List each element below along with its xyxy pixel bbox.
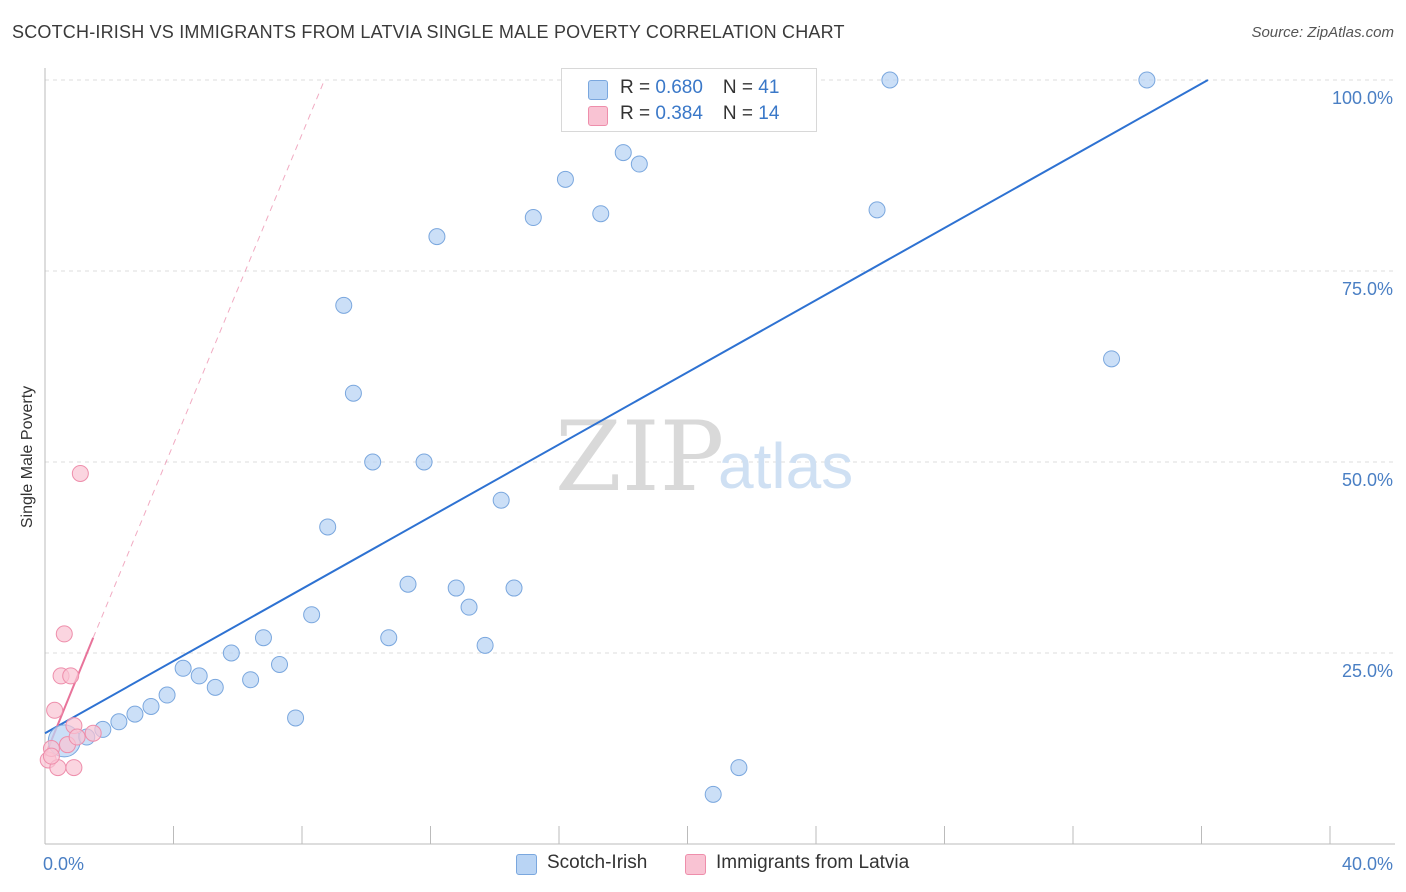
watermark-atlas: atlas: [718, 430, 853, 502]
data-point-scotch-irish: [592, 205, 610, 223]
x-tick-label: 40.0%: [1342, 854, 1393, 874]
data-point-scotch-irish: [158, 686, 176, 704]
data-point-scotch-irish: [364, 453, 382, 471]
axes: [44, 68, 1395, 845]
bottom-legend-label: Scotch-Irish: [547, 852, 648, 873]
data-point-scotch-irish: [254, 629, 272, 647]
data-point-scotch-irish: [447, 579, 465, 597]
data-point-scotch-irish: [1138, 71, 1156, 89]
legend-r-label: R =: [620, 77, 656, 98]
legend-n-value: 14: [758, 103, 780, 124]
data-point-latvia: [62, 667, 80, 685]
legend-r-value: 0.680: [655, 77, 703, 98]
y-tick-label: 50.0%: [1342, 470, 1393, 490]
data-point-scotch-irish: [222, 644, 240, 662]
y-tick-label: 25.0%: [1342, 661, 1393, 681]
data-point-scotch-irish: [428, 228, 446, 246]
gridlines: [45, 79, 1395, 654]
data-point-scotch-irish: [881, 71, 899, 89]
data-point-scotch-irish: [630, 155, 648, 173]
data-point-scotch-irish: [303, 606, 321, 624]
data-point-scotch-irish: [344, 384, 362, 402]
x-tick-label: 0.0%: [43, 854, 84, 874]
data-point-scotch-irish: [142, 697, 160, 715]
data-point-scotch-irish: [126, 705, 144, 723]
data-point-scotch-irish: [556, 170, 574, 188]
chart-title: SCOTCH-IRISH VS IMMIGRANTS FROM LATVIA S…: [12, 22, 845, 42]
data-point-scotch-irish: [415, 453, 433, 471]
y-tick-label: 75.0%: [1342, 279, 1393, 299]
bottom-legend-swatch-scotch-irish: [516, 854, 537, 875]
data-point-scotch-irish: [110, 713, 128, 731]
correlation-legend: R = 0.680 N = 41 R = 0.384 N = 14: [561, 68, 817, 132]
bottom-legend-swatch-latvia: [685, 854, 706, 875]
tick-labels: 25.0% 50.0% 75.0% 100.0% 0.0% 40.0%: [43, 88, 1393, 874]
data-points: [39, 71, 1156, 803]
legend-n-value: 41: [758, 77, 780, 98]
legend-swatch-scotch-irish: [588, 80, 608, 100]
legend-n-label: N =: [722, 103, 759, 124]
data-point-latvia: [65, 759, 83, 777]
bottom-legend-label: Immigrants from Latvia: [716, 852, 910, 873]
trend-line-scotch-irish: [44, 79, 1209, 735]
data-point-latvia: [46, 701, 64, 719]
data-point-scotch-irish: [287, 709, 305, 727]
data-point-scotch-irish: [476, 636, 494, 654]
data-point-latvia: [71, 464, 89, 482]
data-point-latvia: [55, 625, 73, 643]
data-point-scotch-irish: [174, 659, 192, 677]
data-point-scotch-irish: [730, 759, 748, 777]
data-point-scotch-irish: [524, 209, 542, 227]
data-point-scotch-irish: [399, 575, 417, 593]
data-point-scotch-irish: [380, 629, 398, 647]
data-point-scotch-irish: [505, 579, 523, 597]
watermark: ZIP atlas: [555, 401, 853, 513]
data-point-scotch-irish: [206, 678, 224, 696]
data-point-scotch-irish: [492, 491, 510, 509]
data-point-scotch-irish: [704, 785, 722, 803]
data-point-scotch-irish: [319, 518, 337, 536]
legend-r-value: 0.384: [655, 103, 703, 124]
data-point-scotch-irish: [1103, 350, 1121, 368]
legend-n-label: N =: [722, 77, 759, 98]
data-point-scotch-irish: [190, 667, 208, 685]
data-point-latvia: [42, 747, 60, 765]
source-label: Source: ZipAtlas.com: [1251, 24, 1394, 41]
data-point-latvia: [84, 724, 102, 742]
data-point-latvia: [68, 728, 86, 746]
y-tick-label: 100.0%: [1332, 88, 1393, 108]
data-point-scotch-irish: [271, 655, 289, 673]
data-point-scotch-irish: [868, 201, 886, 219]
data-point-scotch-irish: [460, 598, 478, 616]
legend-swatch-latvia: [588, 106, 608, 126]
legend-r-label: R =: [620, 103, 656, 124]
data-point-scotch-irish: [242, 671, 260, 689]
data-point-scotch-irish: [335, 296, 353, 314]
trend-line-extension-latvia: [92, 79, 325, 638]
data-point-scotch-irish: [614, 144, 632, 162]
watermark-zip: ZIP: [555, 401, 724, 513]
